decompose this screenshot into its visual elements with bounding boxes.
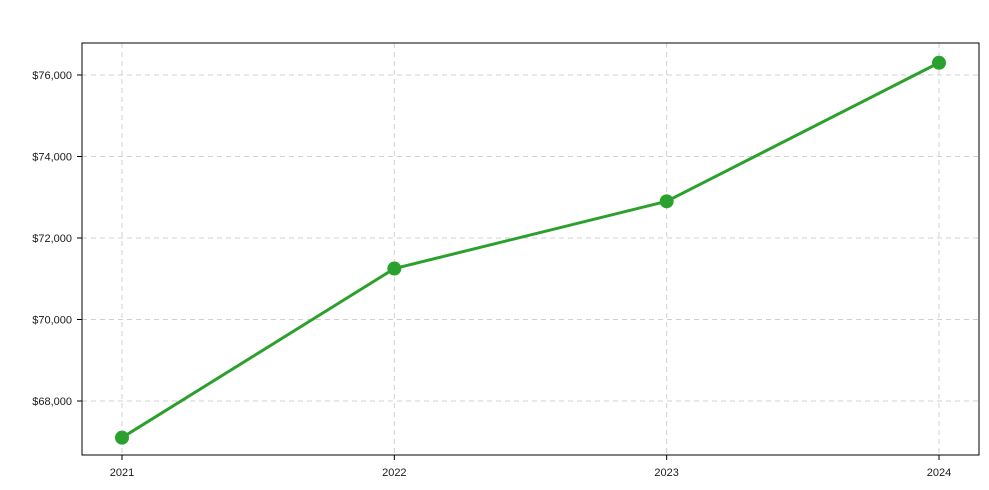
data-point [659, 194, 674, 209]
x-tick-label: 2021 [110, 467, 134, 479]
y-tick-label: $68,000 [32, 396, 72, 408]
x-tick-label: 2023 [654, 467, 678, 479]
y-tick-label: $76,000 [32, 70, 72, 82]
x-tick-label: 2024 [927, 467, 951, 479]
data-point [115, 430, 129, 445]
data-point [932, 55, 946, 70]
axes-frame [81, 42, 980, 456]
x-tick-label: 2022 [382, 467, 406, 479]
data-line [120, 61, 941, 440]
y-tick-label: $70,000 [32, 315, 72, 327]
y-tick-label: $74,000 [32, 151, 72, 163]
data-point [387, 261, 402, 276]
y-tick-label: $72,000 [32, 233, 72, 245]
